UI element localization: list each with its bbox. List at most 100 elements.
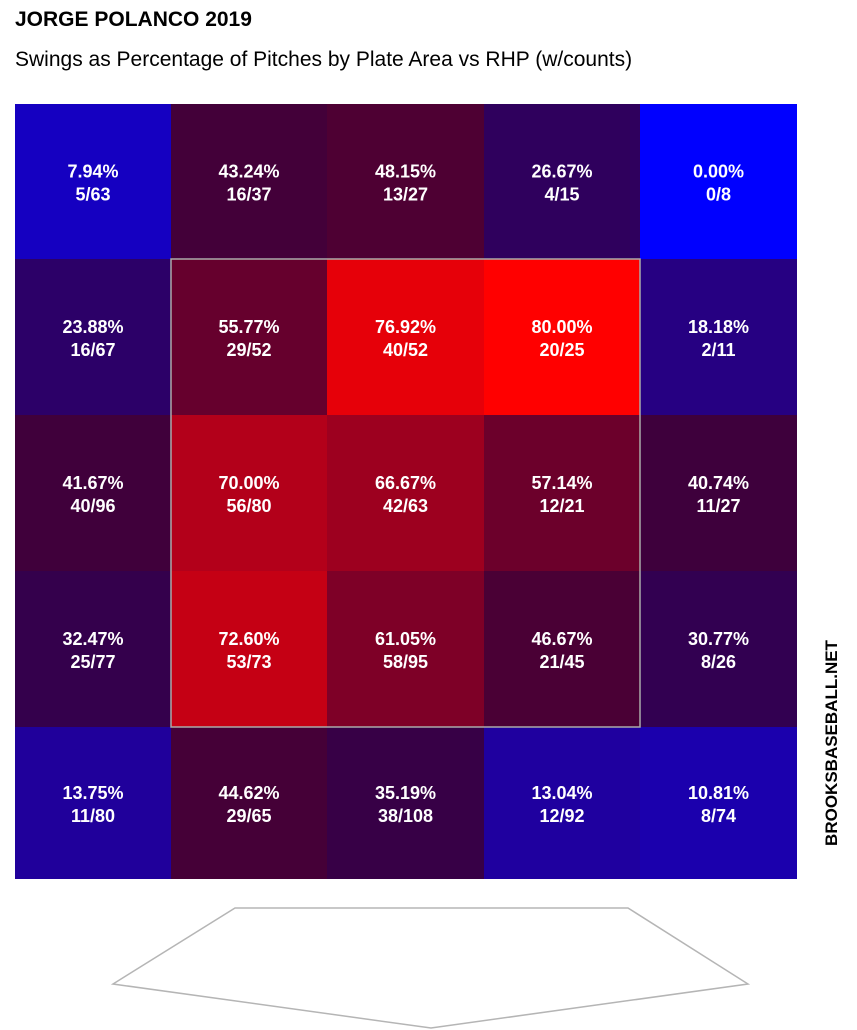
heatmap-cell-r1-c2: 76.92% 40/52 — [327, 259, 484, 415]
cell-percentage-label: 30.77% — [688, 629, 749, 649]
cell-percentage-label: 40.74% — [688, 473, 749, 493]
cell-count-label: 0/8 — [706, 185, 731, 205]
cell-count-label: 53/73 — [226, 652, 271, 672]
heatmap-cell-fill — [327, 415, 484, 571]
heatmap-cell-r4-c3: 13.04% 12/92 — [484, 727, 640, 879]
cell-count-label: 29/52 — [226, 340, 271, 360]
cell-percentage-label: 10.81% — [688, 783, 749, 803]
heatmap-cell-fill — [484, 104, 640, 259]
cell-count-label: 29/65 — [226, 806, 271, 826]
cell-percentage-label: 44.62% — [218, 783, 279, 803]
cell-percentage-label: 72.60% — [218, 629, 279, 649]
cell-count-label: 16/37 — [226, 185, 271, 205]
cell-percentage-label: 13.75% — [62, 783, 123, 803]
cell-percentage-label: 80.00% — [531, 317, 592, 337]
cell-percentage-label: 18.18% — [688, 317, 749, 337]
heatmap-cell-fill — [171, 415, 327, 571]
heatmap-grid: 7.94% 5/63 43.24% 16/37 48.15% 13/27 26.67% 4/1… — [15, 104, 797, 879]
heatmap-cell-fill — [484, 415, 640, 571]
heatmap-cell-fill — [171, 571, 327, 727]
heatmap-cell-r0-c3: 26.67% 4/15 — [484, 104, 640, 259]
strike-zone-outline — [170, 258, 641, 728]
cell-count-label: 42/63 — [383, 496, 428, 516]
heatmap-cell-fill — [15, 259, 171, 415]
cell-count-label: 13/27 — [383, 185, 428, 205]
heatmap-cell-r2-c1: 70.00% 56/80 — [171, 415, 327, 571]
cell-count-label: 21/45 — [539, 652, 584, 672]
cell-count-label: 20/25 — [539, 340, 584, 360]
cell-count-label: 5/63 — [75, 185, 110, 205]
heatmap-cell-r2-c3: 57.14% 12/21 — [484, 415, 640, 571]
heatmap-cell-r2-c4: 40.74% 11/27 — [640, 415, 797, 571]
heatmap-cell-r2-c2: 66.67% 42/63 — [327, 415, 484, 571]
cell-count-label: 12/21 — [539, 496, 584, 516]
cell-percentage-label: 35.19% — [375, 783, 436, 803]
heatmap-cell-fill — [171, 259, 327, 415]
heatmap-cell-fill — [640, 104, 797, 259]
heatmap-cell-fill — [15, 104, 171, 259]
cell-count-label: 38/108 — [378, 806, 433, 826]
heatmap-cell-fill — [15, 571, 171, 727]
cell-count-label: 56/80 — [226, 496, 271, 516]
cell-count-label: 8/74 — [701, 806, 736, 826]
heatmap-cell-fill — [640, 727, 797, 879]
cell-percentage-label: 13.04% — [531, 783, 592, 803]
heatmap-cell-r4-c2: 35.19% 38/108 — [327, 727, 484, 879]
heatmap-cell-fill — [15, 415, 171, 571]
cell-percentage-label: 41.67% — [62, 473, 123, 493]
cell-count-label: 2/11 — [701, 340, 735, 360]
heatmap-cell-r0-c4: 0.00% 0/8 — [640, 104, 797, 259]
cell-count-label: 11/80 — [71, 806, 115, 826]
cell-count-label: 12/92 — [539, 806, 584, 826]
heatmap-cell-r0-c2: 48.15% 13/27 — [327, 104, 484, 259]
heatmap-cell-fill — [484, 571, 640, 727]
heatmap-cell-r4-c4: 10.81% 8/74 — [640, 727, 797, 879]
heatmap-cell-r3-c3: 46.67% 21/45 — [484, 571, 640, 727]
heatmap-cell-fill — [327, 104, 484, 259]
cell-percentage-label: 23.88% — [62, 317, 123, 337]
heatmap-cell-r0-c1: 43.24% 16/37 — [171, 104, 327, 259]
cell-count-label: 16/67 — [70, 340, 115, 360]
cell-count-label: 25/77 — [70, 652, 115, 672]
cell-percentage-label: 57.14% — [531, 473, 592, 493]
heatmap-cell-r1-c0: 23.88% 16/67 — [15, 259, 171, 415]
cell-percentage-label: 46.67% — [531, 629, 592, 649]
cell-count-label: 40/96 — [70, 496, 115, 516]
cell-percentage-label: 66.67% — [375, 473, 436, 493]
heatmap-cell-r0-c0: 7.94% 5/63 — [15, 104, 171, 259]
heatmap-cell-r1-c4: 18.18% 2/11 — [640, 259, 797, 415]
heatmap-cell-r3-c2: 61.05% 58/95 — [327, 571, 484, 727]
heatmap-cell-fill — [327, 571, 484, 727]
cell-percentage-label: 32.47% — [62, 629, 123, 649]
heatmap-cell-fill — [484, 259, 640, 415]
cell-percentage-label: 26.67% — [531, 162, 592, 182]
heatmap-cell-fill — [171, 727, 327, 879]
cell-percentage-label: 48.15% — [375, 162, 436, 182]
heatmap-cell-fill — [640, 415, 797, 571]
cell-percentage-label: 61.05% — [375, 629, 436, 649]
home-plate — [110, 907, 751, 1029]
chart-title: JORGE POLANCO 2019 — [15, 8, 252, 31]
cell-percentage-label: 0.00% — [693, 162, 744, 182]
cell-percentage-label: 55.77% — [218, 317, 279, 337]
heatmap-cell-r1-c1: 55.77% 29/52 — [171, 259, 327, 415]
cell-count-label: 58/95 — [383, 652, 428, 672]
heatmap-cell-r2-c0: 41.67% 40/96 — [15, 415, 171, 571]
cell-percentage-label: 76.92% — [375, 317, 436, 337]
heatmap-cell-r1-c3: 80.00% 20/25 — [484, 259, 640, 415]
heatmap-cell-fill — [327, 727, 484, 879]
heatmap-cell-fill — [640, 259, 797, 415]
heatmap-cell-r3-c0: 32.47% 25/77 — [15, 571, 171, 727]
cell-count-label: 11/27 — [696, 496, 740, 516]
heatmap-cell-fill — [640, 571, 797, 727]
heatmap-cell-fill — [484, 727, 640, 879]
cell-percentage-label: 43.24% — [218, 162, 279, 182]
heatmap-cell-r3-c1: 72.60% 53/73 — [171, 571, 327, 727]
chart-subtitle: Swings as Percentage of Pitches by Plate… — [15, 48, 633, 71]
heatmap-cell-fill — [327, 259, 484, 415]
heatmap-cell-fill — [171, 104, 327, 259]
cell-count-label: 40/52 — [383, 340, 428, 360]
heatmap-cell-r3-c4: 30.77% 8/26 — [640, 571, 797, 727]
cell-count-label: 4/15 — [544, 185, 579, 205]
